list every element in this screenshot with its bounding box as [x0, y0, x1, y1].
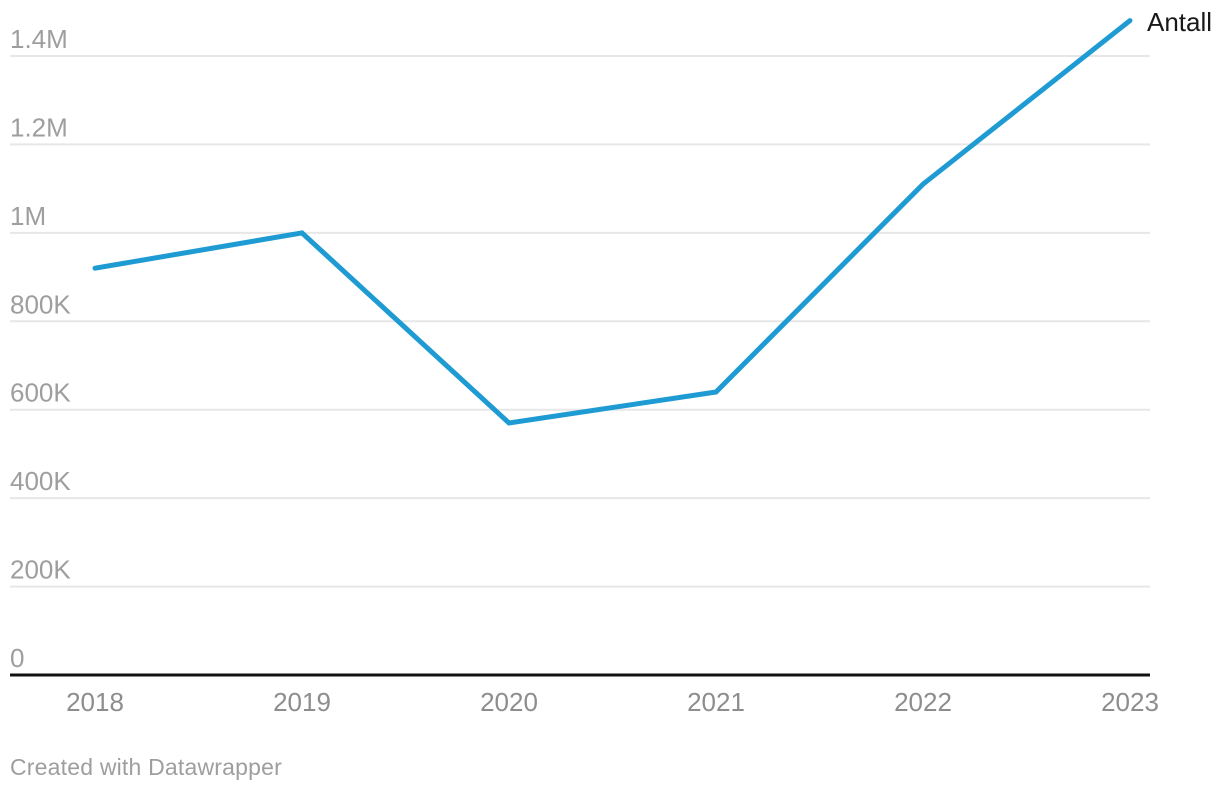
x-tick-label: 2021	[687, 687, 745, 717]
y-tick-label: 800K	[10, 289, 71, 319]
data-line-antall	[92, 18, 1133, 426]
y-tick-label: 1.4M	[10, 24, 68, 54]
x-tick-label: 2019	[273, 687, 331, 717]
y-tick-label: 400K	[10, 466, 71, 496]
x-tick-label: 2020	[480, 687, 538, 717]
y-tick-label: 1M	[10, 201, 46, 231]
x-tick-label: 2022	[894, 687, 952, 717]
gridlines	[10, 55, 1150, 588]
x-axis-labels: 2018 2019 2020 2021 2022 2023	[66, 687, 1159, 717]
y-tick-label: 600K	[10, 378, 71, 408]
line-chart-canvas: 0 200K 400K 600K 800K 1M 1.2M 1.4M 2018 2019 2020…	[10, 7, 1212, 717]
x-tick-label: 2018	[66, 687, 124, 717]
series-label: Antall	[1147, 7, 1212, 37]
y-tick-label: 200K	[10, 555, 71, 585]
y-tick-label: 0	[10, 643, 24, 673]
x-tick-label: 2023	[1101, 687, 1159, 717]
attribution-text: Created with Datawrapper	[10, 754, 282, 780]
y-axis-labels: 0 200K 400K 600K 800K 1M 1.2M 1.4M	[10, 24, 71, 673]
y-tick-label: 1.2M	[10, 112, 68, 142]
